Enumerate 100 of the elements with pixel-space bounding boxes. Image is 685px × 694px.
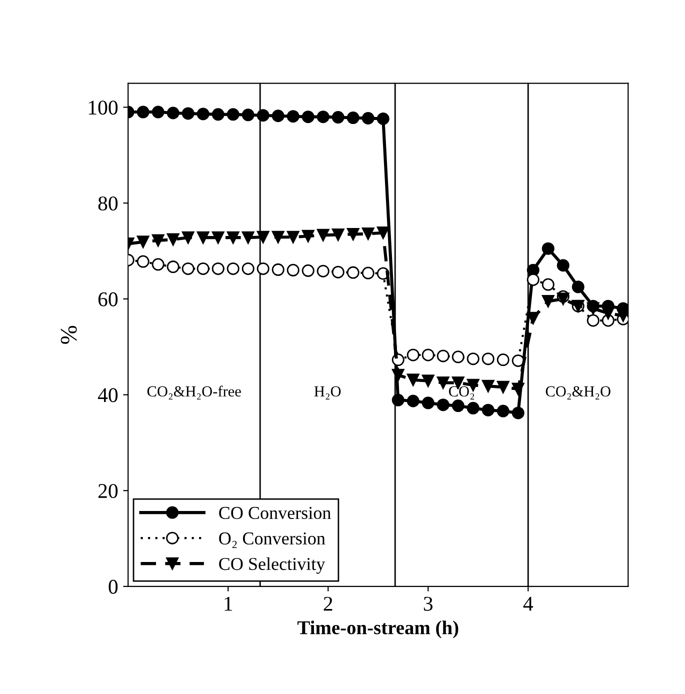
point bbox=[256, 262, 270, 275]
point bbox=[362, 112, 374, 125]
point bbox=[212, 231, 224, 244]
point bbox=[346, 112, 360, 124]
point bbox=[196, 262, 210, 275]
point bbox=[512, 382, 524, 396]
point bbox=[496, 380, 510, 394]
point bbox=[226, 231, 240, 244]
annotation: CO₂&H₂O-free bbox=[147, 386, 241, 400]
point bbox=[542, 278, 554, 291]
point bbox=[256, 230, 270, 244]
x-tick-label: 4 bbox=[523, 596, 534, 611]
point bbox=[332, 266, 344, 278]
point bbox=[422, 374, 434, 388]
x-tick-label: 3 bbox=[424, 596, 433, 611]
point bbox=[182, 262, 194, 275]
point bbox=[196, 231, 210, 244]
point bbox=[556, 259, 570, 272]
point bbox=[152, 234, 164, 247]
annotation: CO₂&H₂O bbox=[546, 386, 610, 400]
point bbox=[242, 108, 254, 122]
point bbox=[542, 295, 554, 308]
point bbox=[316, 110, 330, 124]
point bbox=[406, 374, 420, 386]
point bbox=[182, 231, 194, 244]
point bbox=[346, 266, 360, 279]
point bbox=[272, 110, 284, 122]
y-tick-label: 80 bbox=[98, 196, 118, 211]
point bbox=[256, 109, 270, 122]
point bbox=[332, 111, 344, 124]
point bbox=[466, 402, 480, 414]
point bbox=[242, 262, 254, 275]
y-tick-label: 20 bbox=[98, 484, 118, 498]
point bbox=[286, 110, 300, 123]
point bbox=[166, 106, 180, 120]
point bbox=[136, 255, 150, 268]
point bbox=[436, 376, 450, 390]
point bbox=[376, 112, 390, 125]
y-tick-label: 40 bbox=[98, 388, 118, 402]
point bbox=[466, 352, 480, 366]
legend-label: CO Selectivity bbox=[219, 557, 326, 574]
point bbox=[316, 264, 330, 278]
point bbox=[302, 110, 314, 124]
point bbox=[226, 262, 240, 275]
point bbox=[272, 230, 284, 244]
point bbox=[436, 350, 450, 362]
point bbox=[196, 108, 210, 120]
y-tick-label: 100 bbox=[88, 100, 118, 115]
point bbox=[556, 292, 570, 306]
point bbox=[166, 233, 180, 246]
point bbox=[526, 274, 540, 286]
point bbox=[482, 404, 494, 416]
point bbox=[602, 307, 614, 320]
point bbox=[452, 350, 464, 364]
point bbox=[512, 406, 524, 420]
legend-label: CO Conversion bbox=[219, 506, 331, 520]
point bbox=[392, 368, 404, 382]
y-tick-label: 0 bbox=[108, 580, 118, 594]
point bbox=[496, 354, 510, 366]
point bbox=[496, 404, 510, 418]
point bbox=[212, 108, 224, 121]
point bbox=[436, 398, 450, 412]
point bbox=[212, 262, 224, 275]
point bbox=[406, 348, 420, 362]
point bbox=[152, 106, 164, 118]
y-tick-label: 60 bbox=[98, 292, 118, 306]
legend-label: O₂ Conversion bbox=[219, 532, 326, 548]
point bbox=[452, 400, 464, 412]
point bbox=[542, 242, 554, 255]
point bbox=[406, 394, 420, 408]
point bbox=[272, 263, 284, 276]
x-tick-label: 2 bbox=[324, 596, 332, 611]
point bbox=[302, 264, 314, 277]
x-tick-label: 1 bbox=[224, 596, 232, 611]
point bbox=[422, 348, 434, 362]
point bbox=[586, 302, 600, 315]
annotation: H₂O bbox=[314, 386, 341, 400]
point bbox=[332, 228, 344, 241]
y-axis-title: % bbox=[60, 326, 77, 344]
point bbox=[616, 309, 628, 322]
point bbox=[346, 228, 360, 240]
point bbox=[482, 352, 494, 366]
point bbox=[572, 280, 584, 294]
point bbox=[362, 227, 374, 240]
point bbox=[152, 258, 164, 271]
point bbox=[136, 236, 150, 248]
x-axis-title: Time-on-stream (h) bbox=[298, 620, 458, 638]
point bbox=[242, 231, 254, 244]
point bbox=[286, 264, 300, 276]
point bbox=[286, 230, 300, 244]
point bbox=[226, 108, 240, 121]
point bbox=[392, 394, 404, 406]
point bbox=[136, 106, 150, 118]
point bbox=[512, 354, 524, 367]
point bbox=[586, 314, 600, 327]
point bbox=[316, 228, 330, 242]
point bbox=[376, 226, 390, 240]
point bbox=[302, 230, 314, 242]
point bbox=[182, 107, 194, 120]
point bbox=[422, 396, 434, 410]
